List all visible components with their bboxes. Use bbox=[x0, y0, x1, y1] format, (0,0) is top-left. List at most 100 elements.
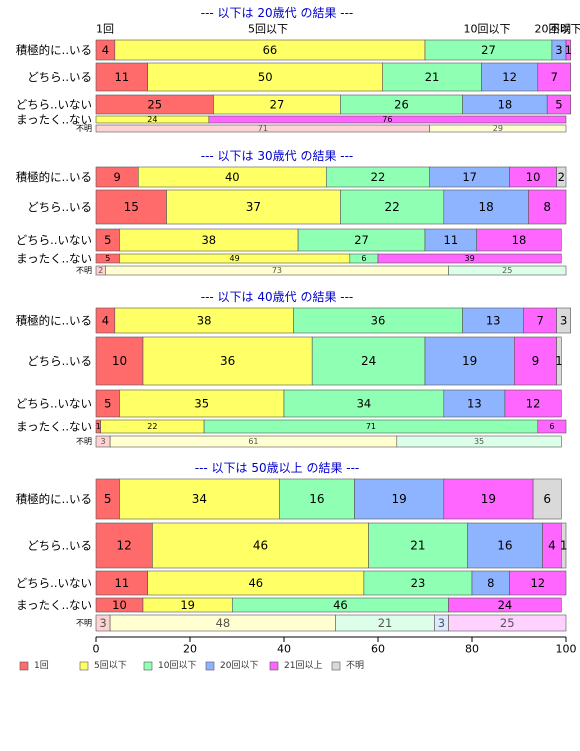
bar-value-label: 23 bbox=[411, 576, 426, 590]
bar-value-label: 34 bbox=[192, 492, 207, 506]
bar-value-label: 18 bbox=[498, 98, 513, 112]
bar-value-label: 71 bbox=[366, 422, 376, 431]
bar-value-label: 8 bbox=[487, 576, 494, 590]
bar-value-label: 1 bbox=[560, 539, 568, 553]
bar-value-label: 16 bbox=[309, 492, 324, 506]
legend-label: 5回以下 bbox=[94, 660, 127, 671]
bar-value-label: 8 bbox=[543, 200, 551, 214]
top-category-label: 10回以下 bbox=[464, 23, 511, 36]
legend-swatch bbox=[80, 662, 88, 670]
bar-value-label: 24 bbox=[498, 598, 513, 612]
bar-value-label: 19 bbox=[462, 354, 477, 368]
bar-value-label: 18 bbox=[478, 200, 493, 214]
bar-value-label: 5 bbox=[105, 254, 110, 263]
row-label: どちら..いない bbox=[16, 233, 92, 247]
row-label: どちら..いない bbox=[16, 397, 92, 411]
bar-value-label: 9 bbox=[113, 170, 120, 184]
bar-value-label: 46 bbox=[253, 539, 268, 553]
bar-value-label: 24 bbox=[361, 354, 376, 368]
bar-value-label: 39 bbox=[465, 254, 475, 263]
bar-value-label: 1 bbox=[96, 422, 101, 431]
bar-value-label: 13 bbox=[467, 397, 482, 411]
bar-value-label: 6 bbox=[549, 422, 554, 431]
row-label: 積極的に..いる bbox=[16, 43, 92, 57]
bar-value-label: 4 bbox=[548, 539, 556, 553]
bar-value-label: 25 bbox=[500, 616, 515, 630]
x-tick-label: 40 bbox=[277, 643, 291, 656]
bar-value-label: 11 bbox=[444, 233, 459, 247]
bar-value-label: 25 bbox=[147, 98, 162, 112]
bar-value-label: 5 bbox=[104, 397, 111, 411]
bar-value-label: 19 bbox=[392, 492, 407, 506]
bar-value-label: 22 bbox=[371, 170, 386, 184]
row-label: どちら..いない bbox=[16, 98, 92, 112]
bar-value-label: 37 bbox=[246, 200, 261, 214]
row-label: どちら..いない bbox=[16, 576, 92, 590]
bar-value-label: 35 bbox=[194, 397, 209, 411]
bar-value-label: 24 bbox=[147, 115, 157, 124]
bar-value-label: 26 bbox=[394, 98, 409, 112]
bar-value-label: 2 bbox=[98, 266, 103, 275]
bar-value-label: 27 bbox=[481, 43, 496, 57]
legend-swatch bbox=[20, 662, 28, 670]
bar-value-label: 49 bbox=[230, 254, 240, 263]
bar-value-label: 22 bbox=[147, 422, 157, 431]
row-label: 積極的に..いる bbox=[16, 170, 92, 184]
bar-value-label: 46 bbox=[248, 576, 263, 590]
bar-value-label: 36 bbox=[371, 314, 386, 328]
row-label: 不明 bbox=[76, 266, 92, 275]
bar-value-label: 35 bbox=[474, 437, 484, 446]
bar-value-label: 76 bbox=[382, 115, 392, 124]
bar-value-label: 12 bbox=[526, 397, 541, 411]
bar-value-label: 40 bbox=[225, 170, 240, 184]
row-label: まったく..ない bbox=[16, 420, 92, 434]
bar-value-label: 16 bbox=[497, 539, 512, 553]
bar-value-label: 1 bbox=[555, 354, 563, 368]
panel-title: --- 以下は 20歳代 の結果 --- bbox=[201, 6, 354, 20]
bar-value-label: 21 bbox=[378, 616, 393, 630]
bar-value-label: 25 bbox=[502, 266, 512, 275]
row-label: どちら..いる bbox=[27, 539, 92, 553]
bar-value-label: 12 bbox=[117, 539, 132, 553]
bar-value-label: 10 bbox=[112, 354, 127, 368]
bar-value-label: 12 bbox=[530, 576, 545, 590]
bar-value-label: 11 bbox=[115, 70, 130, 84]
bar-value-label: 2 bbox=[558, 170, 565, 184]
row-label: 不明 bbox=[76, 619, 92, 628]
bar-value-label: 7 bbox=[536, 314, 543, 328]
bar-value-label: 6 bbox=[361, 254, 366, 263]
bar-value-label: 73 bbox=[272, 266, 282, 275]
legend-label: 10回以下 bbox=[158, 660, 196, 671]
bar-value-label: 5 bbox=[555, 98, 562, 112]
bar-value-label: 10 bbox=[526, 170, 541, 184]
row-label: まったく..ない bbox=[16, 252, 92, 266]
bar-value-label: 38 bbox=[201, 233, 216, 247]
panel-title: --- 以下は 50歳以上 の結果 --- bbox=[195, 461, 360, 475]
legend-swatch bbox=[144, 662, 152, 670]
x-tick-label: 0 bbox=[93, 643, 100, 656]
x-tick-label: 80 bbox=[465, 643, 479, 656]
bar-value-label: 3 bbox=[101, 437, 106, 446]
bar-value-label: 29 bbox=[493, 124, 503, 133]
bar-value-label: 10 bbox=[112, 598, 127, 612]
bar-value-label: 66 bbox=[263, 43, 278, 57]
legend-swatch bbox=[270, 662, 278, 670]
row-label: 積極的に..いる bbox=[16, 314, 92, 328]
bar-value-label: 18 bbox=[512, 233, 527, 247]
bar-value-label: 12 bbox=[502, 70, 517, 84]
bar-value-label: 3 bbox=[555, 43, 562, 57]
legend-label: 20回以下 bbox=[220, 660, 258, 671]
bar-value-label: 21 bbox=[425, 70, 440, 84]
row-label: まったく..ない bbox=[16, 598, 92, 612]
bar-value-label: 36 bbox=[220, 354, 235, 368]
bar-value-label: 17 bbox=[462, 170, 477, 184]
bar-value-label: 9 bbox=[532, 354, 540, 368]
bar-value-label: 71 bbox=[258, 124, 268, 133]
panel-title: --- 以下は 30歳代 の結果 --- bbox=[201, 149, 354, 163]
bar-value-label: 5 bbox=[104, 233, 111, 247]
bar-value-label: 11 bbox=[115, 576, 130, 590]
bar-value-label: 7 bbox=[551, 70, 558, 84]
row-label: 不明 bbox=[76, 124, 92, 133]
